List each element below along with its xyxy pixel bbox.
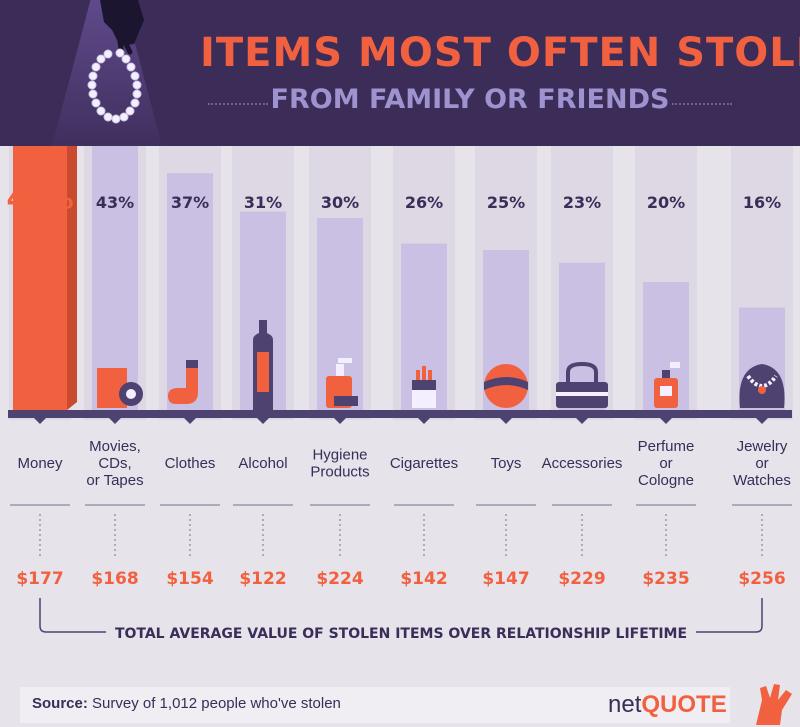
cigarette-pack-icon <box>412 366 436 408</box>
baseline-notch <box>184 418 196 424</box>
avg-value-label: $168 <box>91 569 138 589</box>
avg-value-label: $142 <box>400 569 447 589</box>
source-text: Survey of 1,012 people who've stolen <box>92 695 341 712</box>
handbag-icon <box>556 361 608 408</box>
category-label: Perfume or Cologne <box>638 438 695 489</box>
category-label-line: Perfume <box>638 438 695 455</box>
bar-money <box>13 146 67 410</box>
baseline-notch <box>756 418 768 424</box>
value-label: 47% <box>6 182 73 215</box>
soap-pump-icon <box>326 358 358 408</box>
value-label: 26% <box>405 193 443 212</box>
sock-icon <box>168 360 198 404</box>
baseline-notch <box>576 418 588 424</box>
movie-disc-icon <box>97 368 143 408</box>
category-label: Accessories <box>542 455 623 472</box>
category-label-line: Watches <box>733 472 791 489</box>
category-label: Movies, CDs, or Tapes <box>86 438 143 489</box>
category-label-line: Clothes <box>165 455 216 472</box>
footer-bar: Source: Survey of 1,012 people who've st… <box>20 687 730 723</box>
source-label: Source: <box>32 695 88 712</box>
category-label-line: or Tapes <box>86 472 143 489</box>
bar-side <box>67 146 77 410</box>
header-banner: ITEMS MOST OFTEN STOLEN FROM FAMILY OR F… <box>0 0 800 146</box>
avg-value-label: $122 <box>239 569 286 589</box>
avg-value-label: $229 <box>558 569 605 589</box>
baseline-notch <box>34 418 46 424</box>
netquote-logo: netQUOTE <box>608 691 727 719</box>
category-label: Alcohol <box>238 455 287 472</box>
bar-chart: 47% Money $177 43% Movies, CDs, or Tapes $168 37… <box>0 146 800 727</box>
bottle-icon <box>253 320 273 410</box>
necklace-bust-icon <box>739 364 785 408</box>
category-label-line: Toys <box>491 455 522 472</box>
category-label-line: or <box>755 455 768 472</box>
baseline-notch <box>257 418 269 424</box>
category-label-line: Movies, <box>89 438 141 455</box>
baseline-notch <box>109 418 121 424</box>
avg-value-label: $177 <box>16 569 63 589</box>
bracket-label: TOTAL AVERAGE VALUE OF STOLEN ITEMS OVER… <box>115 626 687 642</box>
bracket-left <box>39 598 106 633</box>
bar <box>92 146 138 411</box>
bracket-right <box>696 598 763 633</box>
chart-title: ITEMS MOST OFTEN STOLEN <box>200 30 800 76</box>
source-note: Source: Survey of 1,012 people who've st… <box>32 695 341 712</box>
logo-net: net <box>608 691 642 718</box>
title-divider-left <box>208 103 268 105</box>
baseline-notch <box>334 418 346 424</box>
category-label-line: Money <box>17 455 63 472</box>
avg-value-label: $154 <box>166 569 213 589</box>
avg-value-label: $235 <box>642 569 689 589</box>
logo-quote: QUOTE <box>641 691 727 718</box>
chart-svg: 47% Money $177 43% Movies, CDs, or Tapes $168 37… <box>6 146 793 642</box>
category-label: Cigarettes <box>390 455 458 472</box>
value-label: 16% <box>743 193 781 212</box>
value-label: 31% <box>244 193 282 212</box>
baseline-notch <box>500 418 512 424</box>
chart-subtitle: FROM FAMILY OR FRIENDS <box>270 84 670 115</box>
baseline-notch <box>418 418 430 424</box>
category-label-line: Hygiene <box>312 447 367 464</box>
category-label: Jewelry or Watches <box>733 438 791 489</box>
category-label-line: Alcohol <box>238 455 287 472</box>
hand-logo-icon <box>756 684 792 725</box>
value-label: 20% <box>647 193 685 212</box>
category-label-line: Cigarettes <box>390 455 458 472</box>
category-label-line: Jewelry <box>737 438 788 455</box>
baseline-notch <box>660 418 672 424</box>
avg-value-label: $147 <box>482 569 529 589</box>
value-label: 37% <box>171 193 209 212</box>
category-label-line: Accessories <box>542 455 623 472</box>
category-label-line: Products <box>310 464 369 481</box>
value-label: 43% <box>96 193 134 212</box>
category-label: Clothes <box>165 455 216 472</box>
category-label: Toys <box>491 455 522 472</box>
baseline-strip <box>8 410 792 418</box>
category-label: Hygiene Products <box>310 447 369 481</box>
title-divider-right <box>672 103 732 105</box>
necklace-hand-icon <box>87 0 144 124</box>
category-label: Money <box>17 455 63 472</box>
avg-value-label: $256 <box>738 569 785 589</box>
category-label-line: CDs, <box>98 455 131 472</box>
value-label: 30% <box>321 193 359 212</box>
value-label: 23% <box>563 193 601 212</box>
perfume-icon <box>654 362 680 408</box>
value-label: 25% <box>487 193 525 212</box>
ball-icon <box>484 364 528 408</box>
category-label-line: Cologne <box>638 472 694 489</box>
category-label-line: or <box>659 455 672 472</box>
avg-value-label: $224 <box>316 569 363 589</box>
